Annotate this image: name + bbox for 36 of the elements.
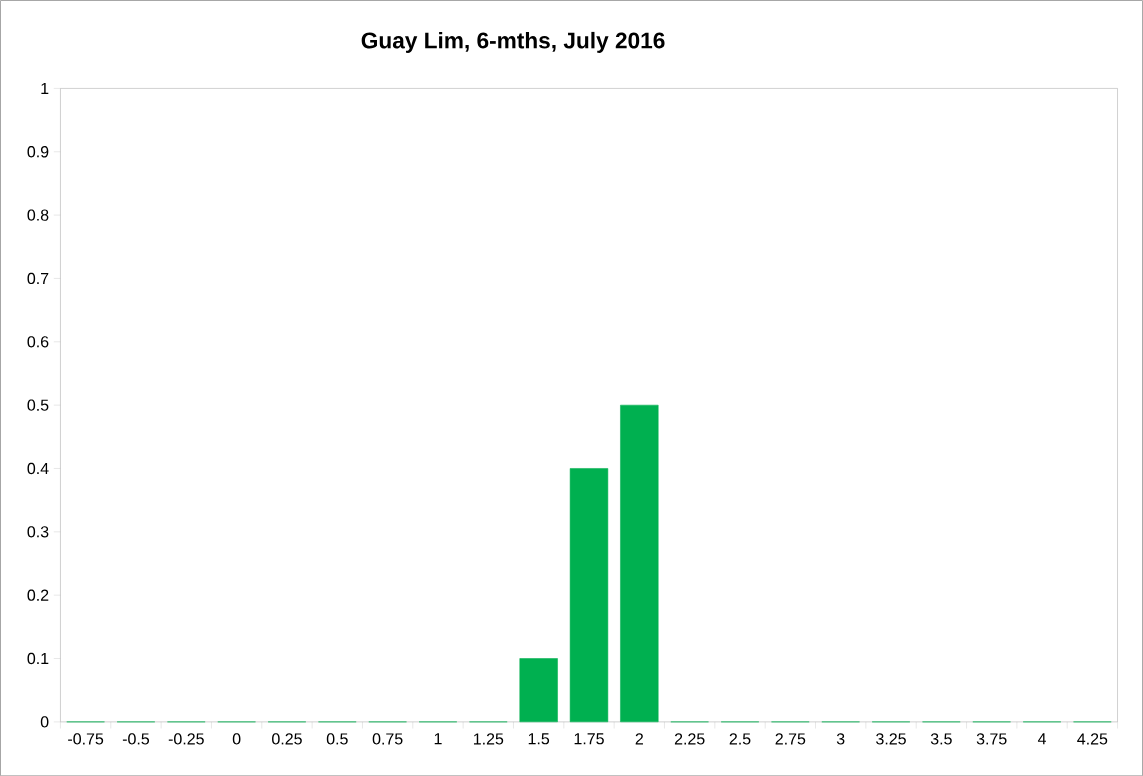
x-tick-label: 1.5 (528, 733, 550, 745)
y-tick-label: 0.4 (27, 462, 49, 474)
x-tick-label: 2.5 (729, 733, 751, 745)
y-tick-label: 0.3 (27, 526, 49, 538)
x-tick-label: 1 (434, 733, 442, 745)
y-tick-label: 1 (41, 82, 49, 94)
y-tick-label: 0.9 (27, 145, 49, 158)
x-tick-label: -0.5 (122, 733, 150, 745)
x-tick-label: 4.25 (1077, 733, 1108, 745)
x-tick-label: 0.5 (326, 733, 348, 745)
x-tick-label: 4 (1037, 733, 1046, 745)
bar (519, 658, 558, 722)
x-tick-label: 0 (232, 733, 241, 745)
y-tick-label: 0.2 (27, 589, 49, 601)
x-tick-label: 2 (635, 733, 643, 745)
x-tick-label: 3.5 (930, 733, 952, 745)
x-tick-label: 3 (836, 733, 845, 745)
y-tick-label: 0.5 (27, 399, 49, 411)
x-tick-label: 0.75 (372, 733, 403, 745)
x-tick-label: 1.25 (473, 733, 504, 745)
y-tick-label: 0.1 (27, 652, 49, 665)
x-tick-label: 3.75 (976, 733, 1007, 745)
y-tick-label: 0.6 (27, 335, 49, 348)
x-tick-label: 0.25 (272, 733, 302, 745)
bar (569, 468, 609, 722)
chart-title: Guay Lim, 6-mths, July 2016 (361, 31, 665, 53)
y-tick-label: 0.7 (27, 272, 49, 284)
y-tick-label: 0.8 (27, 209, 49, 221)
x-tick-label: -0.25 (168, 733, 204, 745)
x-tick-label: 3.25 (876, 733, 906, 745)
x-tick-label: 2.25 (674, 733, 705, 745)
bar (620, 404, 659, 722)
y-tick-label: 0 (40, 716, 49, 728)
x-tick-label: 2.75 (775, 733, 806, 745)
x-tick-label: -0.75 (68, 733, 104, 745)
x-tick-label: 1.75 (574, 733, 604, 745)
